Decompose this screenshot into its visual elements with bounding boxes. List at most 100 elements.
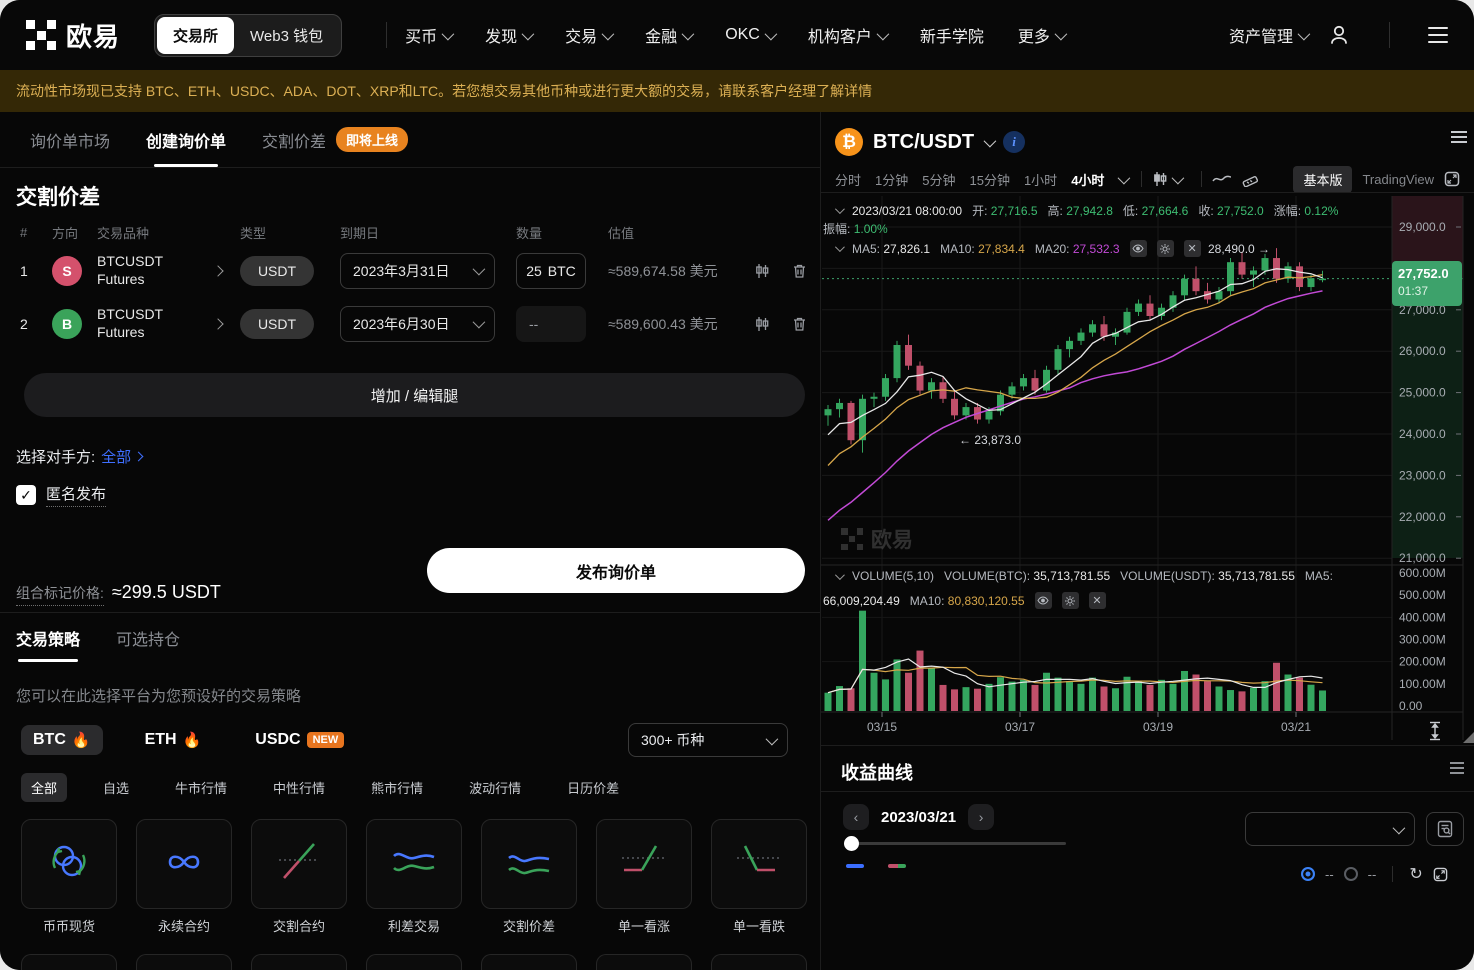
filter-全部[interactable]: 全部 [21,773,68,802]
ohlc-info-line: 2023/03/21 08:00:00 开: 27,716.5 高: 27,94… [834,202,1338,219]
nav-item-发现[interactable]: 发现 [485,23,535,47]
nav-item-金融[interactable]: 金融 [645,23,695,47]
price-legend-swatch[interactable] [888,864,906,868]
timeframe-15分钟[interactable]: 15分钟 [969,172,1010,188]
coin-count-dropdown[interactable]: 300+ 币种 [628,723,788,757]
trash-icon[interactable] [792,316,807,332]
expiry-date-select[interactable]: 2023年3月31日 [340,252,495,289]
panel-menu-icon[interactable] [1450,762,1464,774]
filter-自选[interactable]: 自选 [103,781,130,796]
counterparty-select[interactable]: 全部 [101,446,144,467]
close-icon[interactable]: ✕ [1088,592,1106,609]
timeframe-5分钟[interactable]: 5分钟 [922,172,956,188]
timeframe-4小时[interactable]: 4小时 [1071,172,1105,188]
radio-selected[interactable] [1301,867,1315,881]
segment-Web3 钱包[interactable]: Web3 钱包 [250,27,324,45]
coin-tab-BTC[interactable]: BTC 🔥 [21,725,103,755]
user-profile-icon[interactable] [1327,23,1351,47]
pnl-legend-swatch[interactable] [846,864,864,868]
coin-tab-ETH[interactable]: ETH 🔥 [133,725,214,755]
radio-unselected[interactable] [1343,867,1358,881]
quantity-input[interactable]: -- [516,305,586,342]
strategy-card-交割合约[interactable] [251,819,347,909]
candlestick-style-icon[interactable] [1152,171,1185,187]
anonymous-publish-option[interactable]: ✓ 匿名发布 [16,483,107,507]
strategy-card-永续合约[interactable] [136,819,232,909]
timeframe-分时[interactable]: 分时 [835,172,862,188]
filter-牛市行情[interactable]: 牛市行情 [175,781,228,796]
strategy-card-partial[interactable] [366,954,462,970]
tab-可选持仓[interactable]: 可选持仓 [116,632,181,649]
price-chart[interactable]: 29,000.028,000.027,000.026,000.025,000.0… [821,112,1474,745]
candlestick-chart-svg[interactable]: 29,000.028,000.027,000.026,000.025,000.0… [821,195,1474,745]
instrument-cell[interactable]: BTCUSDT Futures [97,306,240,341]
chevron-down-icon [472,262,486,276]
strategy-card-label: 单一看跌 [732,919,785,934]
rfq-tab-询价单市场[interactable]: 询价单市场 [30,112,110,167]
strategy-card-单一看涨[interactable] [596,819,692,909]
segment-交易所[interactable]: 交易所 [157,16,235,54]
ma-info-line: MA5: 27,826.1 MA10: 27,834.4 MA20: 27,53… [834,240,1201,257]
rfq-tab-创建询价单[interactable]: 创建询价单 [146,112,226,167]
nav-item-更多[interactable]: 更多 [1018,23,1068,47]
publish-rfq-button[interactable]: 发布询价单 [427,548,805,593]
fullscreen-icon[interactable] [1444,171,1460,187]
instrument-cell[interactable]: BTCUSDT Futures [97,253,240,288]
strategy-card-partial[interactable] [251,954,347,970]
add-edit-leg-button[interactable]: 增加 / 编辑腿 [24,373,805,417]
instrument-dropdown[interactable] [1245,812,1415,846]
filter-熊市行情[interactable]: 熊市行情 [371,781,424,796]
coin-tab-USDC[interactable]: USDC NEW [243,725,356,755]
chart-view-icon[interactable] [754,263,770,279]
chart-view-icon[interactable] [754,316,770,332]
hamburger-menu-icon[interactable] [1428,27,1448,43]
rfq-tab-交割价差[interactable]: 交割价差 即将上线 [262,112,409,167]
next-date-button[interactable]: › [968,804,995,830]
strategy-card-partial[interactable] [481,954,577,970]
eye-icon[interactable] [1129,240,1147,257]
resize-corner[interactable] [1463,732,1474,743]
nav-item-交易[interactable]: 交易 [565,23,615,47]
anonymous-checkbox[interactable]: ✓ [16,485,36,505]
info-icon[interactable]: i [1003,131,1026,153]
line-overlay-icon[interactable] [1212,173,1232,185]
date-slider[interactable] [844,836,1066,851]
nav-item-机构客户[interactable]: 机构客户 [808,23,890,47]
trash-icon[interactable] [792,263,807,279]
gear-icon[interactable] [1061,592,1079,609]
strategy-card-交割价差[interactable] [481,819,577,909]
timeframe-1小时[interactable]: 1小时 [1023,172,1058,188]
strategy-card-币币现货[interactable] [21,819,117,909]
assets-menu[interactable]: 资产管理 [1229,23,1311,47]
nav-item-OKC[interactable]: OKC [725,26,778,44]
quantity-input[interactable]: 25 BTC [516,252,586,289]
filter-日历价差[interactable]: 日历价差 [567,781,620,796]
prev-date-button[interactable]: ‹ [843,804,869,830]
strategy-card-partial[interactable] [596,954,692,970]
slider-handle[interactable] [844,836,859,851]
close-icon[interactable]: ✕ [1183,240,1201,257]
tradingview-mode-tab[interactable]: TradingView [1362,171,1434,187]
okx-logo[interactable]: 欧易 [26,17,120,54]
basic-mode-tab[interactable]: 基本版 [1293,165,1353,193]
filter-波动行情[interactable]: 波动行情 [469,781,522,796]
strategy-card-partial[interactable] [21,954,117,970]
eye-icon[interactable] [1034,592,1052,609]
expiry-date-select[interactable]: 2023年6月30日 [340,305,495,342]
filter-中性行情[interactable]: 中性行情 [273,781,326,796]
strategy-card-partial[interactable] [711,954,807,970]
strategy-card-partial[interactable] [136,954,232,970]
strategy-card-单一看跌[interactable] [711,819,807,909]
chart-menu-icon[interactable] [1450,130,1468,149]
strategy-card-利差交易[interactable] [366,819,462,909]
order-search-button[interactable] [1426,812,1464,846]
refresh-icon[interactable]: ↻ [1409,866,1423,883]
nav-item-买币[interactable]: 买币 [405,23,455,47]
tab-交易策略[interactable]: 交易策略 [16,626,80,662]
gear-icon[interactable] [1156,240,1174,257]
expand-icon[interactable] [1433,867,1448,882]
price-scale-icon[interactable] [1421,718,1449,744]
nav-item-新手学院[interactable]: 新手学院 [920,23,984,47]
timeframe-1分钟[interactable]: 1分钟 [875,172,909,188]
measure-tool-icon[interactable] [1242,171,1260,187]
